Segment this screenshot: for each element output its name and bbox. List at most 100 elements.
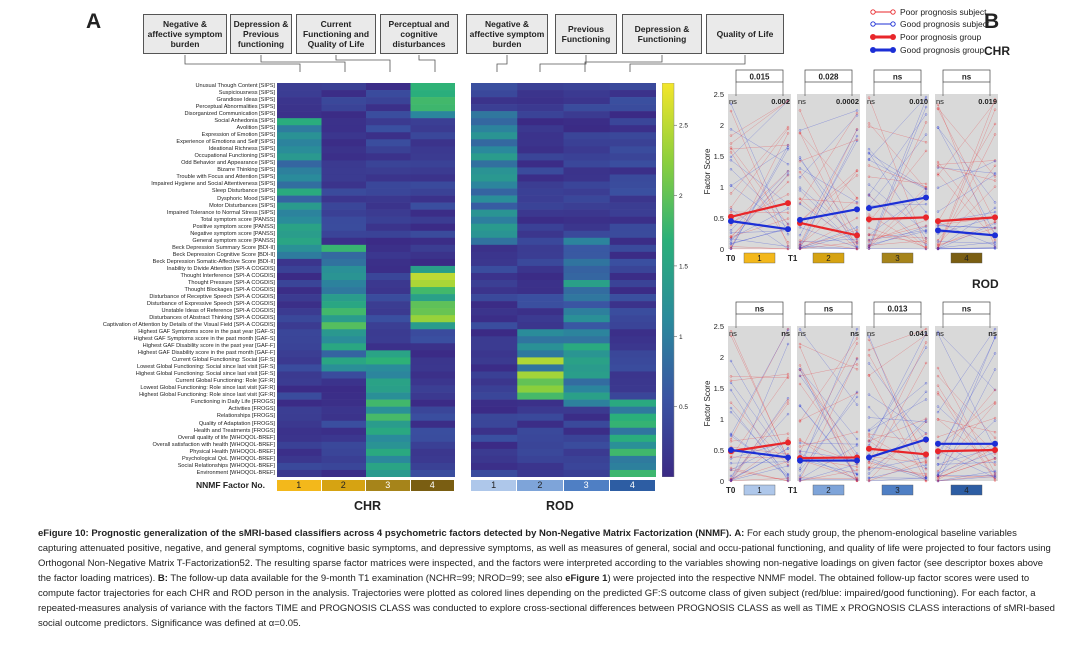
- heatmap-cell: [321, 462, 367, 471]
- subject-point: [924, 346, 928, 349]
- subject-point: [786, 99, 790, 103]
- subject-point: [993, 479, 997, 482]
- subject-point: [729, 206, 733, 209]
- good-group-point: [728, 218, 734, 225]
- subject-point: [924, 432, 928, 436]
- subject-trajectory: [730, 448, 789, 481]
- subject-point: [936, 471, 940, 474]
- subject-point: [993, 122, 997, 126]
- heatmap-cell: [321, 118, 367, 126]
- subject-point: [729, 128, 733, 131]
- good-group-point: [797, 216, 803, 223]
- subject-point: [786, 460, 790, 463]
- heatmap-cell: [609, 329, 656, 337]
- heatmap-cell: [563, 209, 611, 217]
- heatmap-cell: [277, 441, 322, 450]
- good-group-point: [866, 205, 872, 212]
- heatmap-cell: [563, 448, 611, 457]
- heatmap-cell: [471, 188, 518, 196]
- heatmap-cell: [563, 97, 611, 105]
- subject-point: [798, 167, 802, 170]
- heatmap-cell: [321, 132, 367, 140]
- subject-point: [924, 381, 928, 385]
- subject-point: [867, 247, 871, 250]
- inner-p-right: 0.041: [909, 329, 928, 338]
- subject-point: [924, 332, 928, 335]
- poor-group-point: [935, 218, 941, 225]
- subject-trajectory: [868, 464, 927, 479]
- colorbar-tick-label: 0.5: [679, 404, 688, 411]
- subject-point: [855, 226, 859, 229]
- heatmap-cell: [366, 223, 411, 232]
- heatmap-cell: [471, 385, 518, 393]
- heatmap-cell: [517, 83, 564, 91]
- subject-point: [867, 147, 871, 151]
- heatmap-cell: [410, 350, 455, 358]
- subject-point: [855, 437, 859, 441]
- subject-trajectory: [730, 171, 789, 231]
- good-group-line: [937, 229, 996, 237]
- subject-point: [867, 158, 871, 162]
- heatmap-row-label: Activities [FROGS]: [228, 406, 275, 413]
- heatmap-cell: [321, 287, 367, 295]
- heatmap-cell: [277, 160, 322, 168]
- heatmap-cell: [471, 209, 518, 217]
- subject-trajectory: [937, 447, 996, 480]
- heatmap-cell: [277, 350, 322, 358]
- heatmap-cell: [366, 441, 411, 450]
- subject-trajectory: [937, 419, 996, 433]
- subject-point: [798, 186, 802, 189]
- heatmap-cell: [563, 230, 611, 239]
- subject-point: [924, 182, 928, 186]
- heatmap-cell: [517, 258, 564, 267]
- heatmap-cell: [277, 202, 322, 210]
- inner-p-left: ns: [867, 329, 875, 338]
- chr-group-label: CHR: [354, 499, 382, 513]
- subject-point: [855, 139, 859, 142]
- subject-point: [993, 98, 997, 101]
- good-group-point: [785, 454, 791, 461]
- heatmap-cell: [609, 104, 656, 112]
- subject-point: [924, 133, 928, 136]
- heatmap-row-label: Highest GAF Symptoms score in the past y…: [138, 329, 275, 336]
- subject-point: [786, 247, 790, 251]
- subject-point: [786, 180, 790, 184]
- heatmap-cell: [410, 258, 455, 267]
- heatmap-cell: [366, 202, 411, 210]
- subject-trajectory: [868, 234, 927, 239]
- subject-point: [798, 131, 802, 135]
- heatmap-cell: [277, 455, 322, 464]
- poor-group-line: [799, 456, 858, 460]
- subject-point: [729, 330, 733, 333]
- chr-descriptor-4: Perceptual and cognitive disturbances: [380, 14, 458, 54]
- subject-point: [729, 109, 733, 113]
- heatmap-cell: [563, 83, 611, 91]
- subject-point: [867, 164, 871, 167]
- heatmap-cell: [366, 385, 411, 393]
- heatmap-row-label: Captivation of Attention by Details of t…: [102, 322, 275, 329]
- heatmap-cell: [366, 427, 411, 436]
- heatmap-cell: [563, 111, 611, 119]
- heatmap-cell: [517, 406, 564, 414]
- heatmap-cell: [517, 125, 564, 133]
- heatmap-cell: [609, 462, 656, 471]
- heatmap-cell: [410, 336, 455, 344]
- subject-trajectory: [730, 149, 789, 249]
- heatmap-cell: [609, 216, 656, 225]
- subject-trajectory: [868, 458, 927, 478]
- heatmap-cell: [609, 455, 656, 464]
- subject-point: [786, 241, 790, 244]
- heatmap-cell: [471, 294, 518, 302]
- heatmap-cell: [517, 244, 564, 253]
- heatmap-cell: [609, 322, 656, 330]
- heatmap-cell: [609, 378, 656, 386]
- subject-point: [936, 456, 940, 460]
- subject-point: [867, 152, 871, 155]
- subject-trajectory: [937, 441, 996, 473]
- subject-point: [867, 472, 871, 475]
- heatmap-cell: [321, 280, 367, 288]
- poor-group-point: [923, 214, 929, 221]
- subject-trajectory: [799, 338, 858, 422]
- heatmap-cell: [410, 322, 455, 330]
- heatmap-cell: [410, 160, 455, 168]
